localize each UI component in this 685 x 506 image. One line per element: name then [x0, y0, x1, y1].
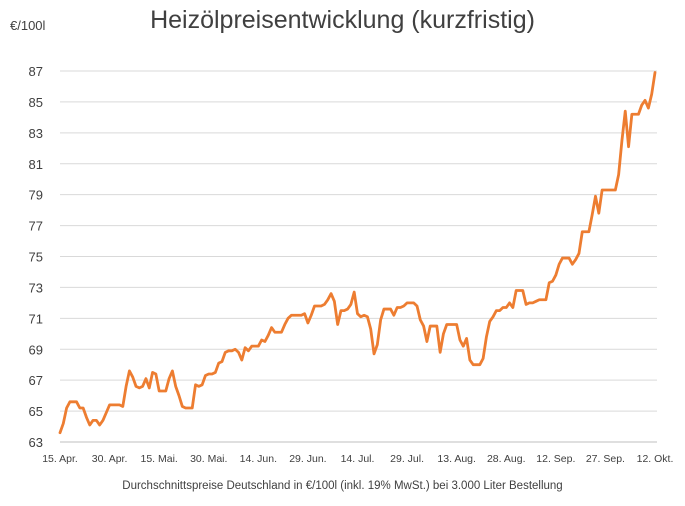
- y-tick-label: 71: [29, 311, 43, 326]
- x-tick-label: 12. Sep.: [536, 453, 575, 465]
- x-tick-label: 15. Apr.: [42, 453, 78, 465]
- x-axis-caption: Durchschnittspreise Deutschland in €/100…: [122, 480, 563, 492]
- y-tick-label: 85: [29, 95, 43, 110]
- x-tick-label: 15. Mai.: [140, 453, 177, 465]
- x-tick-label: 27. Sep.: [586, 453, 625, 465]
- x-tick-label: 30. Mai.: [190, 453, 227, 465]
- y-tick-label: 69: [29, 342, 43, 357]
- y-tick-label: 83: [29, 126, 43, 141]
- x-tick-label: 29. Jun.: [289, 453, 326, 465]
- y-tick-label: 77: [29, 219, 43, 234]
- x-tick-label: 12. Okt.: [637, 453, 674, 465]
- chart-title: Heizölpreisentwicklung (kurzfristig): [150, 6, 535, 34]
- y-tick-label: 81: [29, 157, 43, 172]
- y-axis-ticks: 63 65 67 69 71 73 75 77 79 81 83 85 87: [29, 64, 43, 450]
- x-tick-label: 29. Jul.: [390, 453, 424, 465]
- x-axis-ticks: 15. Apr. 30. Apr. 15. Mai. 30. Mai. 14. Jun.…: [42, 453, 673, 465]
- y-axis-unit-label: €/100l: [10, 18, 46, 33]
- y-tick-label: 87: [29, 64, 43, 79]
- x-tick-label: 14. Jul.: [341, 453, 375, 465]
- y-tick-label: 65: [29, 404, 43, 419]
- x-tick-label: 14. Jun.: [240, 453, 277, 465]
- y-tick-label: 75: [29, 250, 43, 265]
- y-tick-label: 79: [29, 188, 43, 203]
- x-tick-label: 28. Aug.: [487, 453, 526, 465]
- y-tick-label: 73: [29, 280, 43, 295]
- y-tick-label: 63: [29, 435, 43, 450]
- series-line-heizoelpreis: [58, 71, 657, 435]
- x-tick-label: 30. Apr.: [92, 453, 128, 465]
- x-tick-label: 13. Aug.: [437, 453, 476, 465]
- gridlines: [60, 70, 657, 412]
- y-tick-label: 67: [29, 373, 43, 388]
